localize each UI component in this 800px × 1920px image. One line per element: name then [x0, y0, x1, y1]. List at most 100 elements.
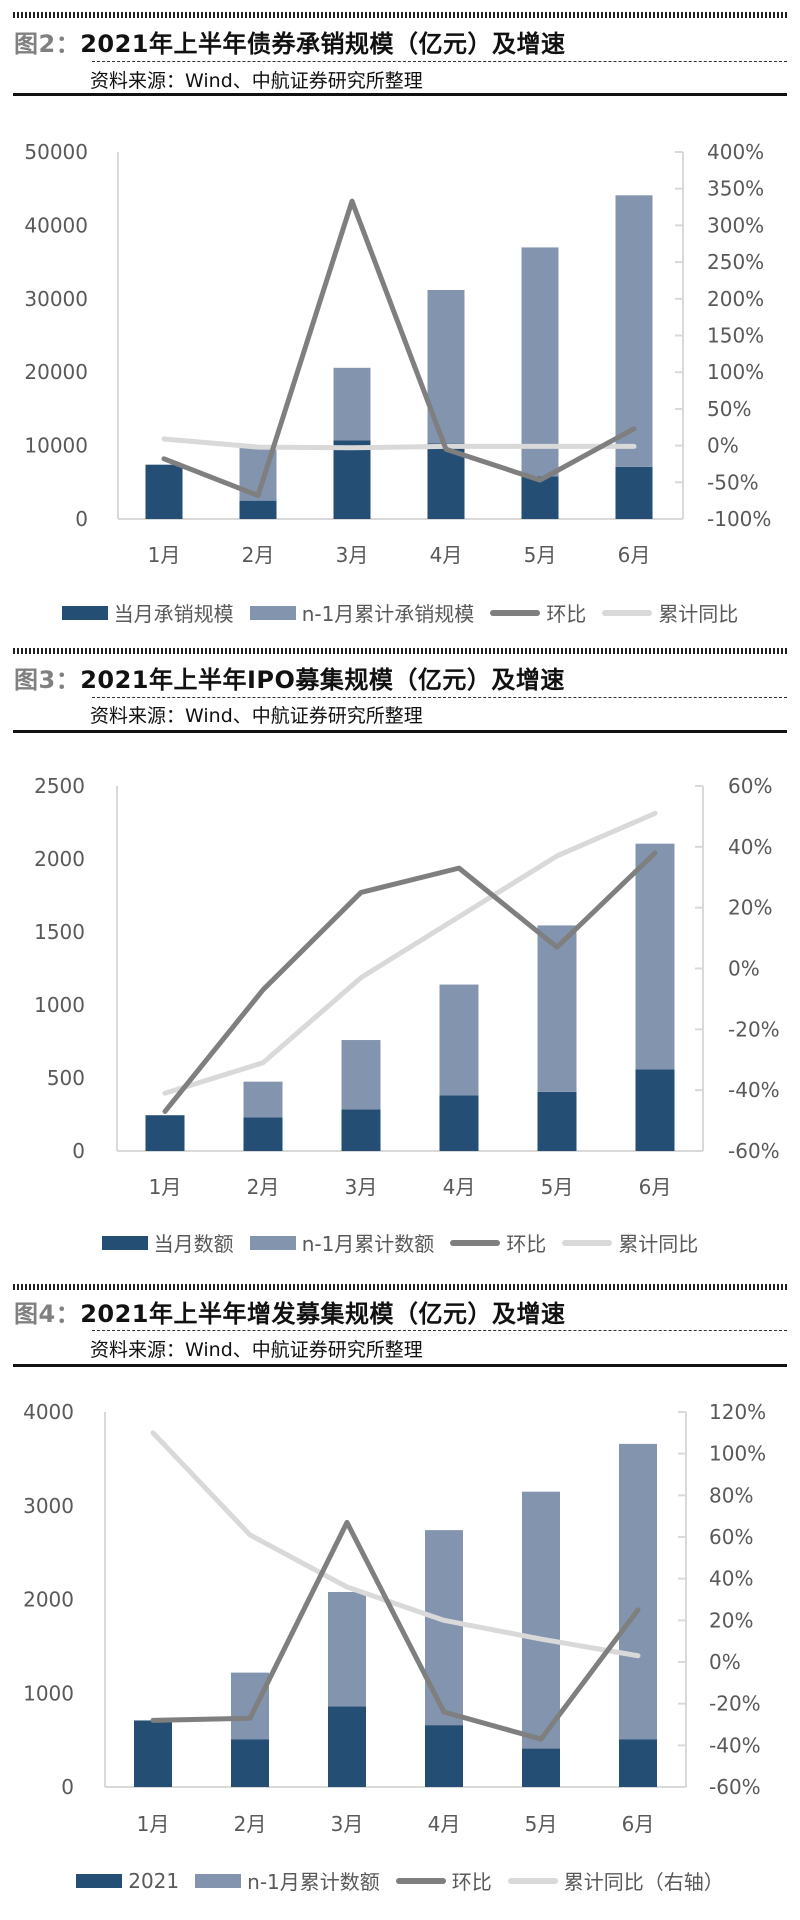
left-tick-label: 2500: [34, 774, 85, 798]
legend-item: 环比: [490, 598, 586, 627]
right-tick-label: 0%: [728, 957, 760, 981]
legend-item: 累计同比（右轴）: [507, 1866, 724, 1895]
legend: 当月承销规模 n-1月累计承销规模 环比 累计同比: [0, 598, 800, 627]
line-mom: [150, 1519, 641, 1742]
source-note: 资料来源：Wind、中航证券研究所整理: [90, 705, 423, 727]
legend: 当月数额 n-1月累计数额 环比 累计同比: [0, 1228, 800, 1257]
right-tick-label: -40%: [709, 1733, 761, 1757]
right-tick-label: -50%: [707, 470, 759, 494]
right-tick-label: 100%: [709, 1442, 766, 1466]
legend-label: 当月数额: [153, 1232, 234, 1256]
left-tick-label: 0: [72, 1139, 85, 1163]
right-tick-label: 200%: [707, 287, 764, 311]
line-ytd-yoy: [162, 810, 658, 1096]
x-tick-label: 3月: [336, 543, 369, 567]
figure-number: 图2：: [14, 30, 81, 58]
bar-current: [635, 1069, 675, 1151]
left-tick-label: 4000: [23, 1400, 74, 1424]
figure-number: 图3：: [14, 666, 81, 694]
right-tick-label: 250%: [707, 250, 764, 274]
bar-cumulative-prev: [521, 247, 559, 477]
bar-cumulative-prev: [231, 1672, 269, 1740]
bar-cumulative-prev: [341, 1040, 381, 1110]
left-tick-label: 1000: [23, 1681, 74, 1705]
figure-title-text: 2021年上半年债券承销规模（亿元）及增速: [80, 30, 566, 58]
x-tick-label: 2月: [247, 1175, 280, 1199]
legend-label: 当月承销规模: [113, 602, 234, 626]
bar-current: [145, 1115, 185, 1151]
source-note: 资料来源：Wind、中航证券研究所整理: [90, 70, 423, 92]
x-tick-label: 3月: [331, 1812, 364, 1836]
left-tick-label: 500: [47, 1066, 85, 1090]
x-tick-label: 4月: [430, 543, 463, 567]
solid-divider: [13, 730, 787, 733]
dashed-divider: [92, 61, 787, 62]
x-tick-label: 6月: [618, 543, 651, 567]
figure-2: 图2：2021年上半年债券承销规模（亿元）及增速 资料来源：Wind、中航证券研…: [0, 0, 800, 640]
legend-label: n-1月累计承销规模: [301, 602, 475, 626]
x-tick-label: 5月: [541, 1175, 574, 1199]
line-ytd-yoy: [150, 1430, 641, 1659]
figure-number: 图4：: [14, 1300, 81, 1328]
x-tick-label: 1月: [148, 543, 181, 567]
legend-label: 环比: [451, 1870, 492, 1894]
bar-current: [328, 1706, 366, 1787]
right-tick-label: 60%: [709, 1525, 753, 1549]
bar-cumulative-prev: [615, 195, 653, 467]
right-tick-label: 0%: [707, 434, 739, 458]
legend: 2021 n-1月累计数额 环比 累计同比（右轴）: [0, 1866, 800, 1895]
legend-item: 当月数额: [101, 1228, 234, 1257]
legend-swatch: [507, 1877, 558, 1884]
legend-swatch: [562, 1239, 613, 1246]
x-tick-label: 2月: [242, 543, 275, 567]
legend-item: 环比: [395, 1866, 492, 1895]
line-mom: [162, 850, 658, 1114]
legend-swatch: [395, 1877, 446, 1884]
x-tick-label: 1月: [137, 1812, 170, 1836]
legend-label: 环比: [546, 602, 587, 626]
legend-item: 累计同比: [602, 598, 738, 627]
legend-swatch: [249, 605, 296, 620]
bar-cumulative-prev: [619, 1443, 657, 1740]
right-tick-label: 60%: [728, 774, 772, 798]
right-tick-label: 400%: [707, 140, 764, 164]
left-tick-label: 1500: [34, 920, 85, 944]
x-tick-label: 5月: [524, 543, 557, 567]
right-tick-label: -60%: [709, 1775, 761, 1799]
left-tick-label: 20000: [24, 360, 88, 384]
dashed-divider: [92, 697, 787, 698]
right-tick-label: 120%: [709, 1400, 766, 1424]
right-tick-label: 80%: [709, 1483, 753, 1507]
header-dotted-bar: [13, 1284, 788, 1290]
right-tick-label: 20%: [709, 1608, 753, 1632]
bar-current: [439, 1095, 479, 1151]
right-tick-label: -100%: [707, 507, 771, 531]
bar-current: [615, 466, 653, 519]
legend-label: n-1月累计数额: [301, 1232, 435, 1256]
left-tick-label: 2000: [34, 847, 85, 871]
left-tick-label: 0: [75, 507, 88, 531]
source-note: 资料来源：Wind、中航证券研究所整理: [90, 1339, 423, 1361]
legend-swatch: [602, 609, 653, 616]
legend-label: 2021: [128, 1868, 180, 1893]
legend-swatch: [249, 1235, 296, 1250]
bar-current: [134, 1720, 172, 1787]
right-tick-label: 40%: [709, 1567, 753, 1591]
legend-swatch: [450, 1239, 501, 1246]
x-tick-label: 6月: [622, 1812, 655, 1836]
legend-item: 累计同比: [562, 1228, 698, 1257]
legend-item: n-1月累计数额: [195, 1866, 380, 1895]
right-tick-label: 300%: [707, 213, 764, 237]
left-tick-label: 2000: [23, 1588, 74, 1612]
x-tick-label: 2月: [234, 1812, 267, 1836]
x-tick-label: 1月: [149, 1175, 182, 1199]
x-tick-label: 3月: [345, 1175, 378, 1199]
legend-swatch: [490, 609, 541, 616]
right-tick-label: 150%: [707, 324, 764, 348]
solid-divider: [13, 93, 787, 96]
right-tick-label: -20%: [709, 1692, 761, 1716]
left-tick-label: 30000: [24, 287, 88, 311]
x-tick-label: 5月: [525, 1812, 558, 1836]
dashed-divider: [92, 1330, 787, 1331]
bar-current: [521, 476, 559, 519]
